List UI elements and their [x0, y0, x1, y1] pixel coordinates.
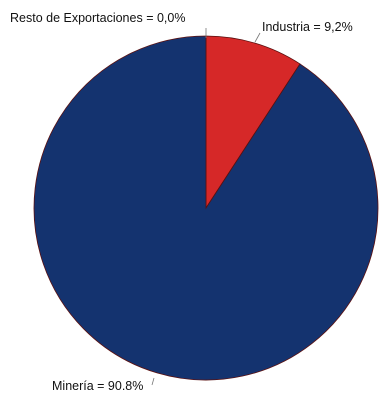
- pie-slices: [33, 35, 379, 381]
- leader-line-industria: [254, 32, 261, 43]
- pie-slice-miner-a: [33, 35, 379, 381]
- slice-label-mineria: Minería = 90.8%: [52, 379, 143, 393]
- slice-label-resto: Resto de Exportaciones = 0,0%: [10, 11, 185, 25]
- pie-slice-industria: [205, 35, 301, 210]
- slice-label-industria: Industria = 9,2%: [262, 20, 353, 34]
- leader-line-mineria: [151, 377, 155, 386]
